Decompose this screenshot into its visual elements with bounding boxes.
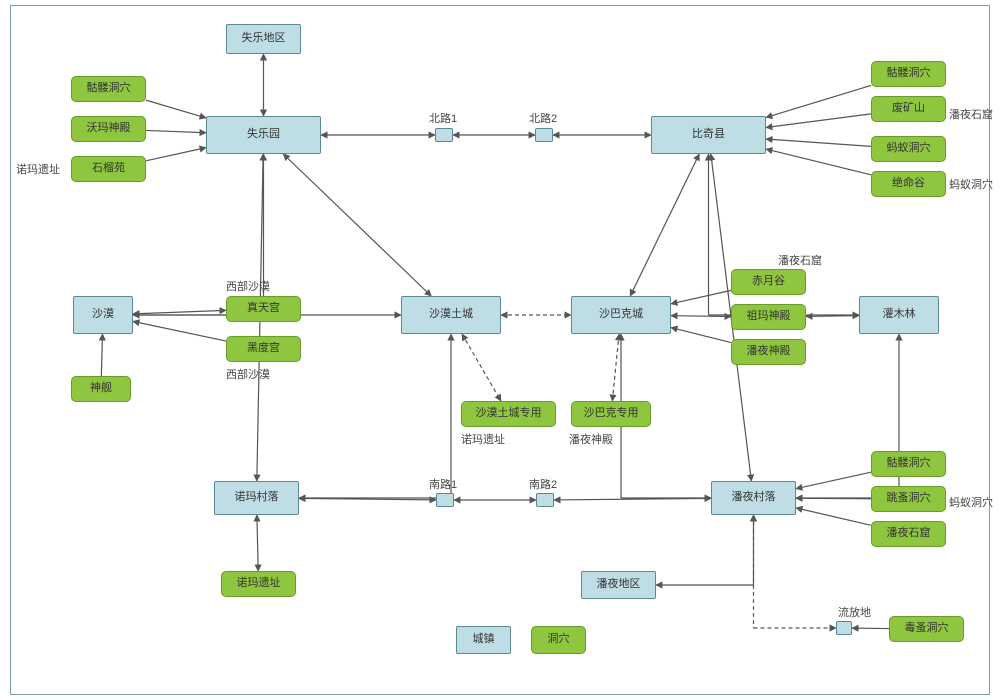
node-shenjian: 神舰 (71, 376, 131, 402)
node-pomegranate: 石榴苑 (71, 156, 146, 182)
free-label: 西部沙漠 (226, 366, 270, 382)
free-label: 西部沙漠 (226, 278, 270, 294)
node-woma_temple: 沃玛神殿 (71, 116, 146, 142)
node-tucheng: 沙漠土城 (401, 296, 501, 334)
free-label: 潘夜神殿 (569, 431, 613, 447)
node-panye_temple: 潘夜神殿 (731, 339, 806, 365)
node-desert: 沙漠 (73, 296, 133, 334)
node-skull2: 骷髅洞穴 (871, 61, 946, 87)
node-chiyue: 赤月谷 (731, 269, 806, 295)
diagram-canvas: 失乐地区失乐园骷髅洞穴沃玛神殿石榴苑比奇县骷髅洞穴废矿山蚂蚁洞穴绝命谷沙漠神舰真… (10, 5, 990, 695)
free-label: 诺玛遗址 (16, 161, 60, 177)
node-shabak_only: 沙巴克专用 (571, 401, 651, 427)
free-label: 潘夜石窟 (778, 252, 822, 268)
node-legend_cave: 洞穴 (531, 626, 586, 654)
node-tiaosao: 跳蚤洞穴 (871, 486, 946, 512)
node-lost_garden: 失乐园 (206, 116, 321, 154)
free-label: 北路1 (429, 110, 457, 126)
node-south1_wp (436, 493, 454, 507)
node-zuma: 祖玛神殿 (731, 304, 806, 330)
node-numa_ruins: 诺玛遗址 (221, 571, 296, 597)
node-north2_wp (535, 128, 553, 142)
free-label: 南路1 (429, 476, 457, 492)
node-panye_village: 潘夜村落 (711, 481, 796, 515)
node-lost_region: 失乐地区 (226, 24, 301, 54)
node-shabak: 沙巴克城 (571, 296, 671, 334)
node-tucheng_only: 沙漠土城专用 (461, 401, 556, 427)
node-legend_town: 城镇 (456, 626, 511, 654)
node-guanmu: 灌木林 (859, 296, 939, 334)
node-skull3: 骷髅洞穴 (871, 451, 946, 477)
node-panye_region: 潘夜地区 (581, 571, 656, 599)
free-label: 蚂蚁洞穴 (949, 176, 993, 192)
node-south2_wp (536, 493, 554, 507)
free-label: 南路2 (529, 476, 557, 492)
node-dusao: 毒蚤洞穴 (889, 616, 964, 642)
node-heidu: 黑度宫 (226, 336, 301, 362)
node-ant1: 蚂蚁洞穴 (871, 136, 946, 162)
node-biqi: 比奇县 (651, 116, 766, 154)
edge-layer (11, 6, 989, 694)
node-north1_wp (435, 128, 453, 142)
node-exile_wp (836, 621, 852, 635)
free-label: 潘夜石窟 (949, 106, 993, 122)
node-panye_cave: 潘夜石窟 (871, 521, 946, 547)
free-label: 北路2 (529, 110, 557, 126)
free-label: 蚂蚁洞穴 (949, 494, 993, 510)
node-numa_village: 诺玛村落 (214, 481, 299, 515)
node-skull1: 骷髅洞穴 (71, 76, 146, 102)
node-jueming: 绝命谷 (871, 171, 946, 197)
free-label: 流放地 (838, 604, 871, 620)
free-label: 诺玛遗址 (461, 431, 505, 447)
node-mine: 废矿山 (871, 96, 946, 122)
node-zhentian: 真天宫 (226, 296, 301, 322)
